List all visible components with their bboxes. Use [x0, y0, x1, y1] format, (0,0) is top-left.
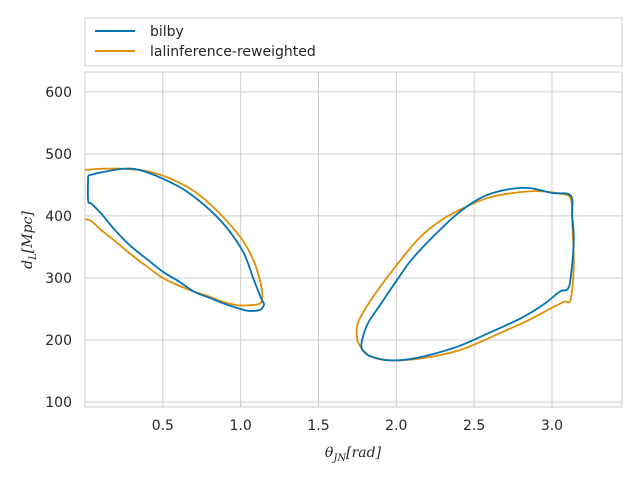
y-tick-label: 600 [45, 85, 72, 101]
x-tick-label: 3.0 [541, 418, 563, 434]
y-axis-symbol: d [20, 260, 36, 269]
svg-text:θJN[rad]: θJN[rad] [325, 445, 382, 464]
x-tick-label: 0.5 [152, 418, 174, 434]
x-tick-label: 1.0 [230, 418, 252, 434]
tick-labels: 0.5 1.0 1.5 2.0 2.5 3.0 100 200 300 400 500 600 [45, 85, 563, 434]
contour-lalinference-reweighted-1 [84, 167, 264, 307]
x-axis-unit: [rad] [346, 445, 381, 461]
y-tick-label: 200 [45, 333, 72, 349]
contour-bilby-2 [360, 186, 575, 362]
x-tick-label: 1.5 [307, 418, 329, 434]
x-tick-label: 2.0 [385, 418, 407, 434]
x-tick-label: 2.5 [463, 418, 485, 434]
legend-label-bilby: bilby [150, 24, 184, 40]
x-axis-subscript: JN [331, 453, 347, 464]
x-axis-label: θJN[rad] [325, 445, 382, 464]
contour-bilby-1 [86, 167, 265, 312]
contour-lalinference-reweighted-2 [355, 190, 575, 362]
y-axis-subscript: L [28, 253, 39, 261]
legend-frame [84, 17, 623, 67]
y-tick-label: 100 [45, 395, 72, 411]
y-tick-label: 300 [45, 271, 72, 287]
axes-frame [84, 71, 623, 408]
y-tick-label: 400 [45, 209, 72, 225]
curves [84, 167, 575, 362]
grid [85, 72, 622, 407]
svg-text:dL[Mpc]: dL[Mpc] [20, 211, 39, 269]
y-tick-label: 500 [45, 147, 72, 163]
legend-label-lalinference-reweighted: lalinference-reweighted [150, 44, 316, 60]
x-axis-symbol: θ [325, 445, 334, 461]
y-axis-label: dL[Mpc] [20, 211, 39, 269]
y-axis-unit: [Mpc] [20, 211, 36, 254]
legend: bilby lalinference-reweighted [84, 17, 623, 67]
